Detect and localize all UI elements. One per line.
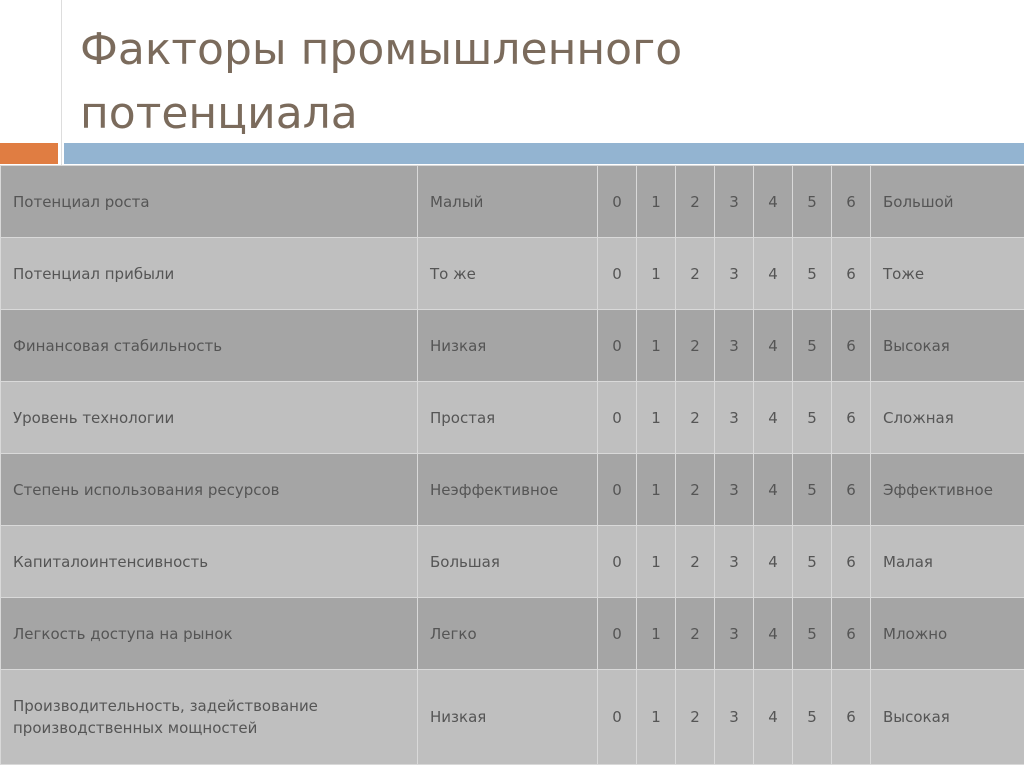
table-cell: 3 — [714, 525, 754, 598]
table-cell: 2 — [675, 669, 715, 765]
table-cell: Финансовая стабильность — [0, 309, 418, 382]
slide-title: Факторы промышленного потенциала — [80, 18, 682, 146]
table-row: Степень использования ресурсов Неэффектив… — [0, 453, 1024, 526]
table-cell: 3 — [714, 453, 754, 526]
table-cell: 2 — [675, 309, 715, 382]
table-cell: 0 — [597, 669, 637, 765]
table-cell: Потенциал прибыли — [0, 237, 418, 310]
table-cell: 0 — [597, 381, 637, 454]
table-cell: 6 — [831, 381, 871, 454]
table-cell: 5 — [792, 381, 832, 454]
table-cell: Низкая — [417, 309, 598, 382]
table-cell: Простая — [417, 381, 598, 454]
accent-bar — [64, 143, 1024, 164]
table-cell: 4 — [753, 165, 793, 238]
table-cell: Эффективное — [870, 453, 1024, 526]
table-cell: 4 — [753, 669, 793, 765]
table-cell: 2 — [675, 237, 715, 310]
table-cell: Степень использования ресурсов — [0, 453, 418, 526]
table-cell: 6 — [831, 525, 871, 598]
table-cell: 0 — [597, 165, 637, 238]
table-cell: 3 — [714, 165, 754, 238]
table-cell: Высокая — [870, 669, 1024, 765]
table-cell: 5 — [792, 237, 832, 310]
table-cell: Тоже — [870, 237, 1024, 310]
table-cell: 3 — [714, 381, 754, 454]
table-cell: Производительность, задействование произ… — [0, 669, 418, 765]
table-cell: Неэффективное — [417, 453, 598, 526]
table-cell: Малая — [870, 525, 1024, 598]
table-cell: 4 — [753, 309, 793, 382]
table-cell: То же — [417, 237, 598, 310]
table-row: Легкость доступа на рынок Легко 0 1 2 3 4 5 6 Мло… — [0, 597, 1024, 670]
table-cell: 5 — [792, 669, 832, 765]
table-cell: 2 — [675, 453, 715, 526]
table-cell: Большая — [417, 525, 598, 598]
table-row: Потенциал роста Малый 0 1 2 3 4 5 6 Большой — [0, 165, 1024, 238]
table-cell: Мложно — [870, 597, 1024, 670]
table-cell: 5 — [792, 453, 832, 526]
table-cell: 6 — [831, 597, 871, 670]
table-cell: 5 — [792, 597, 832, 670]
table-row: Потенциал прибыли То же 0 1 2 3 4 5 6 Тоже — [0, 237, 1024, 310]
table-cell: Сложная — [870, 381, 1024, 454]
title-line: Факторы промышленного — [80, 24, 683, 75]
table-cell: 0 — [597, 597, 637, 670]
table-cell: Высокая — [870, 309, 1024, 382]
table-row: Производительность, задействование произ… — [0, 669, 1024, 765]
table-cell: 6 — [831, 237, 871, 310]
table-cell: 2 — [675, 165, 715, 238]
table-cell: Легко — [417, 597, 598, 670]
table-cell: 2 — [675, 381, 715, 454]
table-cell: Капиталоинтенсивность — [0, 525, 418, 598]
table-cell: 1 — [636, 309, 676, 382]
table-cell: Потенциал роста — [0, 165, 418, 238]
table-cell: 5 — [792, 309, 832, 382]
table-cell: Малый — [417, 165, 598, 238]
table-cell: Легкость доступа на рынок — [0, 597, 418, 670]
factor-table: Потенциал роста Малый 0 1 2 3 4 5 6 Большой Потенц… — [0, 165, 1024, 765]
table-cell: 1 — [636, 669, 676, 765]
table-row: Уровень технологии Простая 0 1 2 3 4 5 6 Сложная — [0, 381, 1024, 454]
table-cell: 6 — [831, 309, 871, 382]
table-cell: 4 — [753, 381, 793, 454]
table-cell: Уровень технологии — [0, 381, 418, 454]
table-cell: 1 — [636, 165, 676, 238]
accent-bar — [0, 143, 58, 164]
title-line: потенциала — [80, 88, 358, 139]
table-cell: 5 — [792, 525, 832, 598]
table-cell: 3 — [714, 669, 754, 765]
table-cell: 5 — [792, 165, 832, 238]
table-cell: 1 — [636, 381, 676, 454]
table-cell: 1 — [636, 453, 676, 526]
table-cell: Низкая — [417, 669, 598, 765]
table-row: Капиталоинтенсивность Большая 0 1 2 3 4 5 6 Малая — [0, 525, 1024, 598]
table-cell: 4 — [753, 525, 793, 598]
table-cell: 6 — [831, 669, 871, 765]
table-cell: 0 — [597, 309, 637, 382]
table-cell: 1 — [636, 237, 676, 310]
table-cell: 0 — [597, 525, 637, 598]
table-cell: 2 — [675, 525, 715, 598]
table-cell: 0 — [597, 237, 637, 310]
divider — [61, 0, 62, 165]
table-cell: 6 — [831, 453, 871, 526]
table-cell: 4 — [753, 453, 793, 526]
table-cell: 3 — [714, 237, 754, 310]
table-cell: 1 — [636, 525, 676, 598]
table-cell: 1 — [636, 597, 676, 670]
table-cell: 4 — [753, 597, 793, 670]
table-cell: 2 — [675, 597, 715, 670]
table-cell: 3 — [714, 309, 754, 382]
table-cell: 0 — [597, 453, 637, 526]
table-cell: 6 — [831, 165, 871, 238]
table-cell: 3 — [714, 597, 754, 670]
table-cell: Большой — [870, 165, 1024, 238]
table-cell: 4 — [753, 237, 793, 310]
table-row: Финансовая стабильность Низкая 0 1 2 3 4 5 6 Высо… — [0, 309, 1024, 382]
